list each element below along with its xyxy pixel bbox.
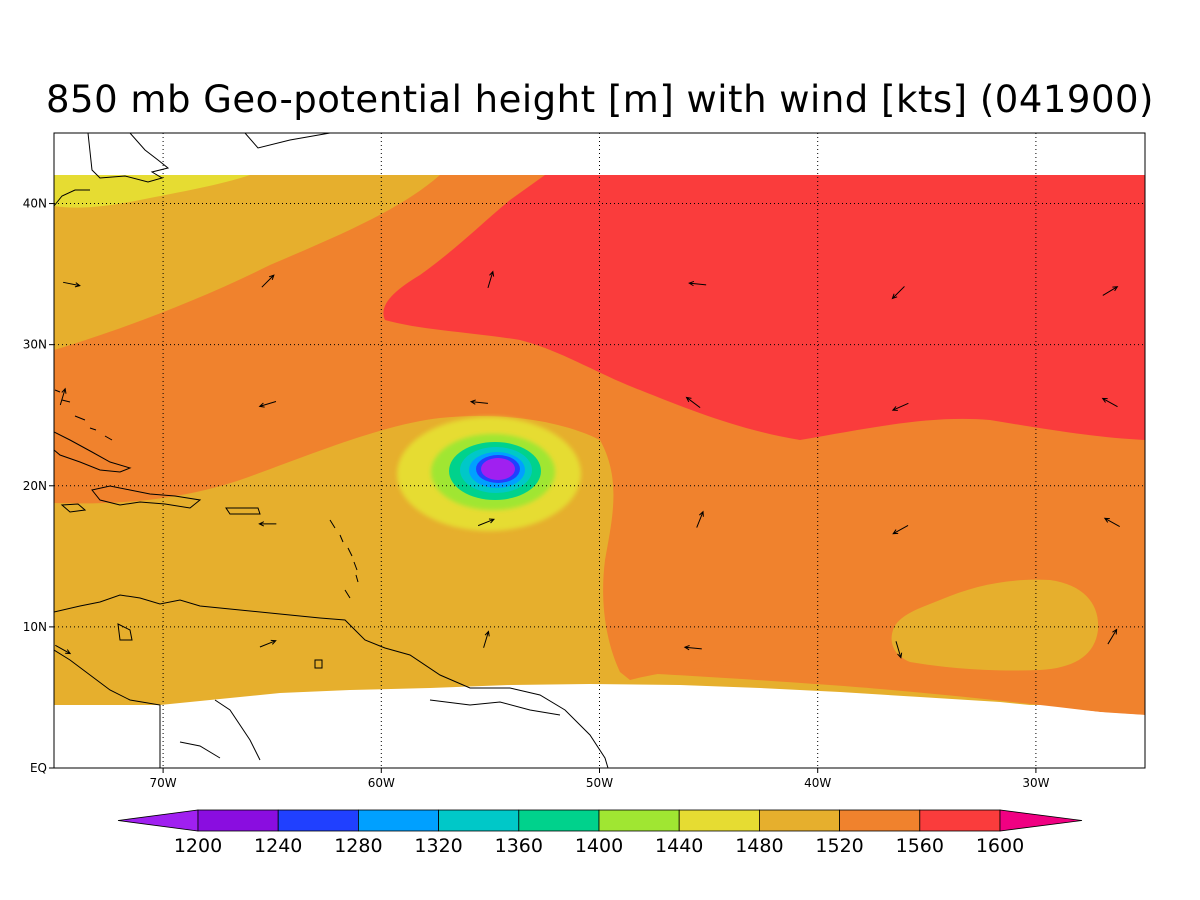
coast-lesser-antilles bbox=[329, 519, 359, 599]
colorbar-swatch bbox=[518, 809, 600, 832]
low-pressure-center bbox=[397, 417, 581, 531]
wind-arrow bbox=[685, 396, 701, 409]
wind-arrow bbox=[891, 286, 905, 300]
lon-tick-label: 60W bbox=[368, 776, 395, 790]
low-ring-1240 bbox=[481, 458, 515, 480]
coast-bahamas bbox=[54, 389, 113, 441]
coast-puerto-rico bbox=[225, 507, 261, 515]
height-band-1560-1600 bbox=[383, 175, 1145, 440]
map-title: 850 mb Geo-potential height [m] with win… bbox=[46, 78, 1154, 121]
wind-arrow bbox=[1102, 286, 1119, 296]
coast-cuba bbox=[54, 431, 132, 473]
lat-tick-label: 10N bbox=[23, 620, 47, 634]
colorbar-swatch bbox=[678, 809, 760, 832]
coast-guianas bbox=[179, 699, 561, 761]
wind-arrow bbox=[258, 401, 277, 408]
wind-arrow bbox=[892, 524, 909, 535]
lon-tick-label: 70W bbox=[150, 776, 177, 790]
wind-arrow bbox=[688, 280, 707, 287]
lat-tick-label: 30N bbox=[23, 338, 47, 352]
lon-tick-label: 50W bbox=[586, 776, 613, 790]
colorbar: 1200 1240 1280 1320 1360 1400 1440 1480 1520 1560… bbox=[117, 809, 1083, 857]
coastlines bbox=[54, 133, 609, 768]
height-band-1520-1560-south bbox=[620, 660, 740, 680]
wind-arrow bbox=[895, 641, 903, 659]
lat-tick-label: EQ bbox=[30, 761, 47, 775]
colorbar-level-label: 1400 bbox=[575, 835, 623, 857]
colorbar-level-label: 1600 bbox=[976, 835, 1024, 857]
colorbar-level-label: 1560 bbox=[896, 835, 944, 857]
coast-lake-maracaibo bbox=[117, 623, 133, 641]
wind-arrow bbox=[63, 281, 81, 288]
wind-arrow bbox=[259, 639, 277, 648]
colorbar-swatch bbox=[598, 809, 680, 832]
coast-north-america bbox=[54, 133, 170, 207]
colorbar-swatch bbox=[759, 809, 841, 832]
coast-trinidad bbox=[314, 659, 323, 669]
wind-arrow bbox=[477, 518, 495, 527]
lon-tick-labels: 70W 60W 50W 40W 30W bbox=[150, 768, 1050, 790]
colorbar-level-label: 1320 bbox=[414, 835, 462, 857]
lon-tick-label: 30W bbox=[1022, 776, 1049, 790]
lat-tick-label: 20N bbox=[23, 479, 47, 493]
height-field bbox=[54, 133, 1145, 768]
colorbar-level-label: 1200 bbox=[174, 835, 222, 857]
colorbar-level-label: 1520 bbox=[815, 835, 863, 857]
wind-arrow bbox=[469, 399, 488, 405]
wind-arrow bbox=[483, 630, 490, 648]
colorbar-swatch bbox=[357, 809, 439, 832]
wind-arrow bbox=[55, 644, 72, 655]
colorbar-swatch bbox=[197, 809, 279, 832]
wind-arrow bbox=[696, 510, 704, 528]
colorbar-swatch bbox=[919, 809, 1001, 832]
wind-arrow bbox=[59, 387, 67, 406]
colorbar-underflow-triangle bbox=[117, 809, 199, 832]
coast-south-america bbox=[54, 594, 609, 768]
wind-arrow bbox=[891, 402, 909, 411]
height-band-1440-1480-north bbox=[54, 175, 250, 208]
colorbar-level-label: 1360 bbox=[495, 835, 543, 857]
wind-arrow bbox=[261, 274, 275, 288]
wind-arrow bbox=[1101, 397, 1118, 408]
wind-arrow bbox=[1103, 517, 1120, 528]
colorbar-level-label: 1440 bbox=[655, 835, 703, 857]
wind-arrow bbox=[258, 521, 277, 527]
colorbar-swatch bbox=[438, 809, 520, 832]
coast-nova-scotia bbox=[244, 133, 331, 149]
coast-jamaica bbox=[60, 503, 87, 513]
colorbar-overflow-triangle bbox=[999, 809, 1083, 832]
colorbar-swatch bbox=[277, 809, 359, 832]
colorbar-level-label: 1280 bbox=[334, 835, 382, 857]
coast-hispaniola bbox=[91, 485, 202, 509]
lon-tick-label: 40W bbox=[804, 776, 831, 790]
colorbar-swatch bbox=[839, 809, 921, 832]
wind-arrow bbox=[487, 270, 495, 289]
wind-arrow bbox=[1107, 628, 1118, 645]
colorbar-level-label: 1240 bbox=[254, 835, 302, 857]
height-band-1480-1520-southeast bbox=[891, 579, 1099, 671]
wind-vectors bbox=[55, 270, 1120, 659]
lat-tick-label: 40N bbox=[23, 197, 47, 211]
colorbar-level-label: 1480 bbox=[735, 835, 783, 857]
wind-arrow bbox=[683, 645, 702, 651]
lat-tick-labels: EQ 10N 20N 30N 40N bbox=[23, 197, 54, 775]
